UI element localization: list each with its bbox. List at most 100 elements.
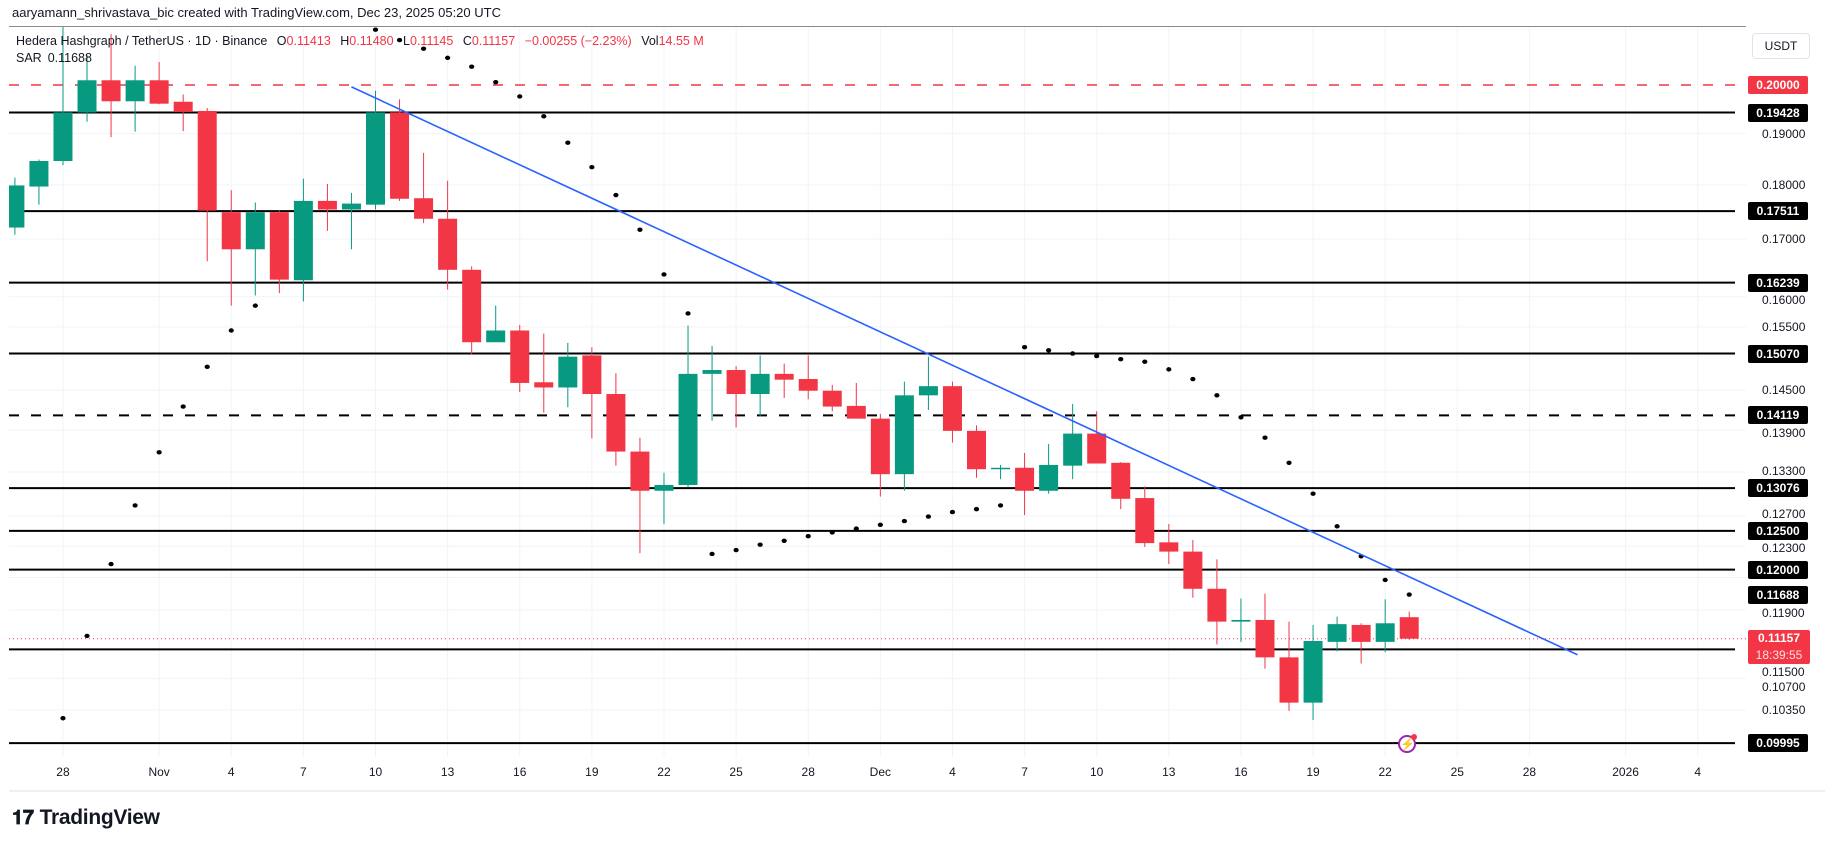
candle-up <box>366 112 385 205</box>
volume-value: 14.55 M <box>658 34 704 48</box>
candle-down <box>101 80 121 102</box>
sar-dot <box>565 140 571 145</box>
time-tick-label: 10 <box>368 765 383 779</box>
sar-dot <box>1046 348 1052 353</box>
candle-down <box>390 112 410 199</box>
low-label: L <box>403 34 410 48</box>
sar-dot <box>228 328 234 333</box>
time-tick-label: Dec <box>869 765 891 779</box>
candle-down <box>1399 617 1419 639</box>
price-tick-label: 0.15500 <box>1762 319 1806 334</box>
price-tick-label: 0.12300 <box>1762 541 1806 556</box>
sar-dot <box>1142 359 1148 364</box>
candle-up <box>1375 623 1395 642</box>
candle-up <box>9 185 25 228</box>
open-label: O <box>276 34 287 48</box>
candle-up <box>1303 641 1323 703</box>
price-tick-label: 0.18000 <box>1762 177 1806 192</box>
candle-down <box>1111 462 1131 499</box>
sar-dot <box>1262 435 1268 440</box>
candle-down <box>1015 467 1035 491</box>
legend-sar-row[interactable]: SAR 0.11688 <box>16 50 704 67</box>
sar-dot <box>973 506 980 512</box>
sar-dot <box>1286 460 1292 466</box>
high-label: H <box>340 34 350 48</box>
sar-dot <box>853 526 859 531</box>
price-tick-label: 0.16000 <box>1762 292 1806 307</box>
candle-up <box>1063 433 1083 466</box>
candle-up <box>702 370 722 374</box>
candle-up <box>125 80 145 102</box>
low-value: 0.11145 <box>410 34 454 48</box>
sar-dot <box>420 46 427 51</box>
change-value: −0.00255 (−2.23%) <box>524 34 632 48</box>
level-price-label: 0.13076 <box>1748 479 1808 498</box>
candle-down <box>942 386 962 431</box>
price-tick-label: 0.10700 <box>1762 680 1806 695</box>
sar-dot <box>84 633 90 639</box>
candle-down <box>1351 624 1371 642</box>
candle-up <box>750 373 770 395</box>
lightning-alert-icon[interactable]: ⚡ <box>1398 734 1417 753</box>
time-tick-label: 2026 <box>1612 765 1639 779</box>
header-divider <box>9 26 1746 27</box>
level-price-label: 0.12500 <box>1748 521 1808 540</box>
sar-dot <box>1334 524 1340 529</box>
price-tick-label: 0.10350 <box>1762 702 1806 717</box>
time-tick-label: 4 <box>949 765 956 779</box>
sar-dot <box>1406 592 1412 597</box>
candle-down <box>774 373 794 380</box>
close-value: 0.11157 <box>471 34 516 48</box>
candle-down <box>221 212 241 250</box>
parabolic-sar <box>60 27 1412 721</box>
tradingview-logo[interactable]: 𝟏𝟕 TradingView <box>12 806 160 830</box>
sar-dot <box>589 165 595 170</box>
level-price-label: 0.09995 <box>1748 734 1808 753</box>
trendline[interactable] <box>351 86 1578 656</box>
sar-dot <box>180 404 186 409</box>
time-tick-label: 28 <box>56 765 70 779</box>
candle-up <box>341 203 361 210</box>
time-tick-label: 7 <box>300 765 307 779</box>
chart-legend: Hedera Hashgraph / TetherUS · 1D · Binan… <box>16 33 704 67</box>
sar-dot <box>1310 491 1316 496</box>
candle-up <box>654 484 674 491</box>
sar-dot <box>877 522 883 528</box>
logo-text: TradingView <box>39 806 160 829</box>
time-tick-label: 25 <box>729 765 743 779</box>
currency-button[interactable]: USDT <box>1752 33 1810 59</box>
time-tick-label: Nov <box>148 765 170 779</box>
sar-dot <box>372 27 379 32</box>
candle-down <box>534 382 554 388</box>
price-tick-label: 0.11900 <box>1762 605 1805 620</box>
sar-dot <box>1070 351 1076 356</box>
last-price-value: 0.11157 <box>1757 630 1801 645</box>
sar-value: 0.11688 <box>47 51 92 65</box>
candle-down <box>1255 619 1275 658</box>
volume-label: Vol <box>641 34 659 48</box>
time-tick-label: 25 <box>1450 765 1464 779</box>
sar-dot <box>1166 367 1172 372</box>
candle-up <box>77 80 97 113</box>
price-tick-label: 0.13300 <box>1762 464 1806 479</box>
price-tick-label: 0.17000 <box>1762 232 1806 247</box>
candle-down <box>582 355 602 395</box>
candle-up <box>1039 464 1059 491</box>
symbol-title[interactable]: Hedera Hashgraph / TetherUS · 1D · Binan… <box>16 34 268 48</box>
candle-down <box>510 330 530 383</box>
sar-dot <box>469 64 475 69</box>
chart-attribution: aaryamann_shrivastava_bic created with T… <box>12 5 501 20</box>
high-value: 0.11480 <box>349 34 394 48</box>
time-tick-label: 28 <box>801 765 815 779</box>
candle-down <box>846 405 866 419</box>
candle-up <box>1231 619 1251 622</box>
legend-ohlc-row: Hedera Hashgraph / TetherUS · 1D · Binan… <box>16 33 704 50</box>
candle-up <box>1327 624 1347 642</box>
sar-dot <box>925 514 932 519</box>
level-price-label: 0.19428 <box>1748 103 1808 122</box>
time-tick-label: 22 <box>657 765 671 779</box>
sar-dot <box>637 227 643 232</box>
candle-down <box>1183 551 1203 589</box>
sar-dot <box>709 551 715 557</box>
